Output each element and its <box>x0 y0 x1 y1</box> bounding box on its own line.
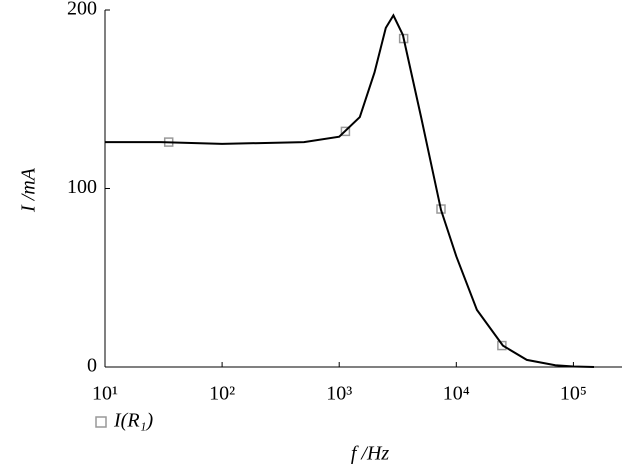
y-tick-label: 0 <box>87 355 97 377</box>
y-tick-label: 100 <box>67 176 97 198</box>
y-tick-label: 200 <box>67 0 97 20</box>
legend-label: I(R₁) <box>113 410 153 432</box>
x-tick-label: 10² <box>209 383 235 405</box>
data-line <box>105 13 595 368</box>
y-axis-label: I /mA <box>18 167 40 213</box>
x-tick-label: 10⁵ <box>560 383 587 405</box>
legend-marker <box>95 416 107 428</box>
x-tick-label: 10⁴ <box>443 383 470 405</box>
x-axis-label: f /Hz <box>351 443 390 465</box>
x-tick-label: 10¹ <box>92 383 118 405</box>
x-tick-label: 10³ <box>326 383 352 405</box>
